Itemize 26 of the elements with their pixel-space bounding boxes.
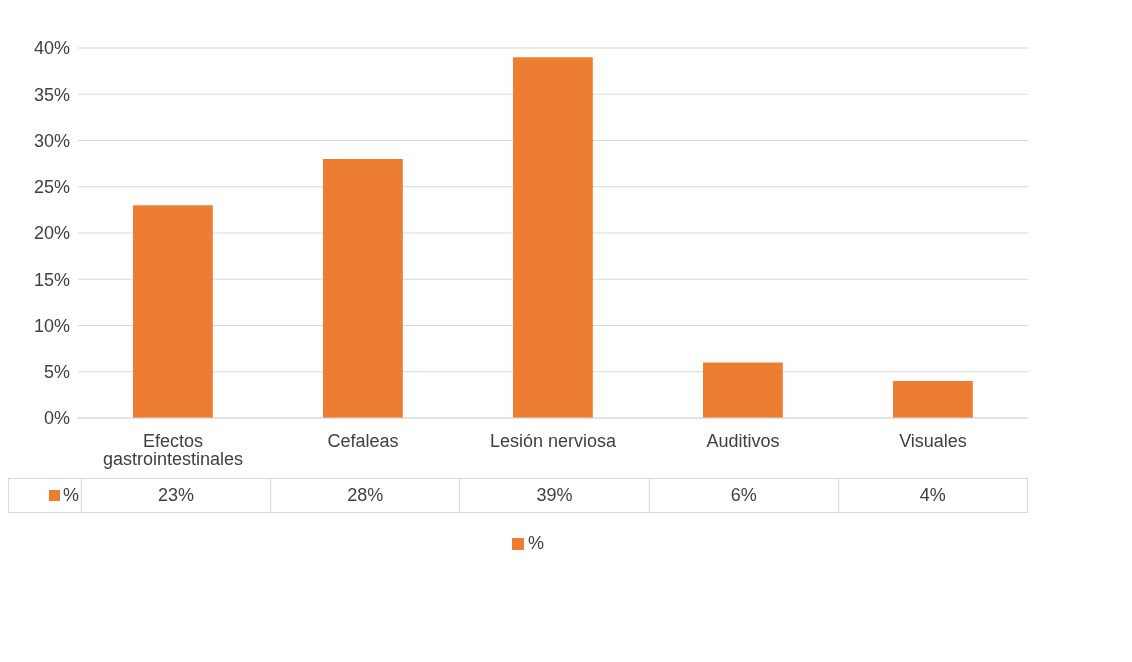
x-tick-label: Visuales [899, 430, 967, 451]
bar [513, 57, 593, 418]
bar [893, 381, 973, 418]
y-tick-label: 20% [33, 223, 70, 244]
y-tick-label: 15% [33, 269, 70, 290]
data-label: 6% [649, 478, 839, 513]
bar [703, 362, 783, 418]
y-tick-label: 40% [33, 38, 70, 59]
data-label: 28% [270, 478, 460, 513]
y-tick-label: 5% [43, 362, 70, 383]
y-tick-label: 35% [33, 84, 70, 105]
y-tick-label: 25% [33, 177, 70, 198]
data-label: 39% [459, 478, 650, 513]
legend-label: % [62, 485, 79, 506]
bar [323, 159, 403, 418]
data-label: 4% [838, 478, 1028, 513]
data-label: 23% [81, 478, 271, 513]
y-tick-label: 0% [43, 408, 70, 429]
bar [133, 205, 213, 418]
text: % [527, 533, 544, 553]
x-tick-label: Auditivos [706, 430, 780, 451]
x-tick-label: Lesión nerviosa [489, 430, 618, 451]
x-tick-label: Cefaleas [327, 430, 399, 451]
y-tick-label: 10% [33, 315, 70, 336]
x-tick-label: Efectos gastrointestinales [102, 430, 244, 469]
y-tick-label: 30% [33, 130, 70, 151]
